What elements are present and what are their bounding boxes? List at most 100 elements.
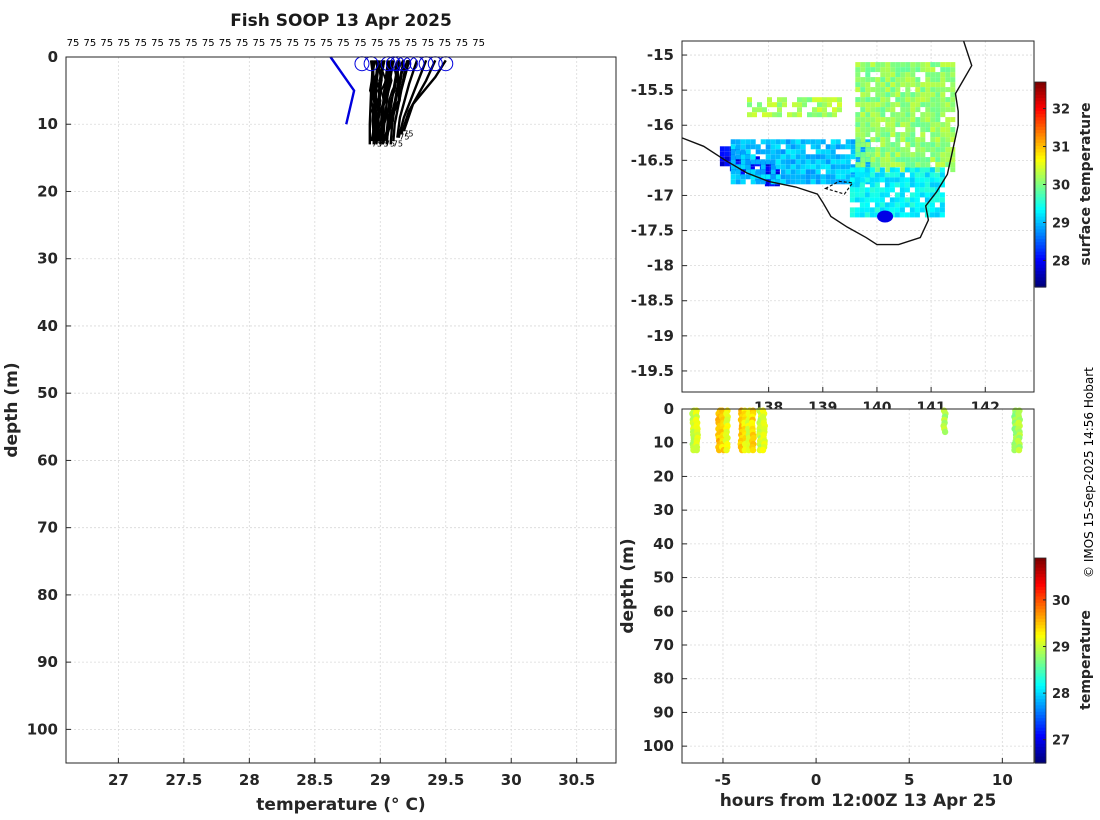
sst-pixel [920, 82, 926, 88]
sst-pixel [840, 179, 846, 185]
sst-pixel [875, 92, 881, 98]
sst-pixel [890, 92, 896, 98]
sst-pixel [919, 207, 925, 213]
sst-pixel [950, 117, 956, 123]
sst-pixel [812, 112, 817, 118]
sst-pixel [890, 102, 896, 108]
sst-pixel [899, 172, 905, 178]
map-colorbar-segment [1035, 155, 1046, 160]
sst-pixel [875, 82, 881, 88]
sst-pixel [914, 177, 920, 183]
sst-pixel [925, 77, 931, 83]
sst-pixel [785, 169, 791, 175]
section-colorbar-segment [1035, 612, 1046, 617]
sst-pixel [915, 62, 921, 68]
sst-pixel [940, 97, 946, 103]
sst-pixel [880, 107, 886, 113]
sst-pixel [810, 144, 816, 150]
sst-pixel [790, 139, 796, 145]
sst-pixel [945, 97, 951, 103]
sst-pixel [889, 197, 895, 203]
sst-pixel [780, 174, 786, 180]
sst-pixel [885, 77, 891, 83]
sst-pixel [772, 112, 777, 118]
sst-pixel [762, 112, 767, 118]
sst-pixel [854, 212, 860, 218]
sst-pixel [915, 152, 921, 158]
sst-pixel [895, 112, 901, 118]
sst-pixel [925, 117, 931, 123]
sst-pixel [750, 179, 756, 185]
sst-pixel [945, 102, 951, 108]
sst-pixel [880, 127, 886, 133]
sst-pixel [830, 154, 836, 160]
sst-pixel [905, 162, 911, 168]
sst-pixel [827, 112, 832, 118]
sst-pixel [840, 174, 846, 180]
sst-pixel [930, 142, 936, 148]
sst-pixel [800, 149, 806, 155]
sst-pixel [785, 154, 791, 160]
section-colorbar-segment [1035, 727, 1046, 732]
sst-pixel [859, 202, 865, 208]
map-y-tick-label: -16 [647, 116, 674, 134]
sst-pixel [900, 152, 906, 158]
sst-pixel [935, 157, 941, 163]
sst-pixel [795, 149, 801, 155]
sst-pixel [835, 139, 841, 145]
section-y-ticks: 0 10 20 30 40 50 60 70 80 90 100 [643, 400, 687, 755]
map-colorbar-segment [1035, 229, 1046, 234]
sst-pixel [945, 107, 951, 113]
sst-pixel [895, 142, 901, 148]
sst-pixel [835, 179, 841, 185]
sst-pixel [734, 161, 740, 167]
sst-pixel [805, 174, 811, 180]
sst-pixel [895, 147, 901, 153]
sst-pixel [900, 102, 906, 108]
sst-pixel [874, 192, 880, 198]
sst-pixel [865, 107, 871, 113]
sst-pixel [775, 139, 781, 145]
sst-pixel [822, 102, 827, 108]
sst-pixel [945, 162, 951, 168]
sst-pixel [820, 154, 826, 160]
map-colorbar-segment [1035, 101, 1046, 106]
sst-pixel [790, 164, 796, 170]
section-y-tick-label: 20 [653, 467, 674, 485]
map-colorbar-segment [1035, 194, 1046, 198]
sst-pixel [740, 139, 746, 145]
sst-pixel [777, 102, 782, 108]
section-colorbar-segment [1035, 564, 1046, 569]
section-colorbar-segment [1035, 686, 1046, 690]
sst-pixel [795, 179, 801, 185]
sst-pixel [865, 112, 871, 118]
sst-pixel [945, 62, 951, 68]
sst-pixel [930, 107, 936, 113]
profile-line [377, 60, 392, 142]
profile-line-highlight [329, 56, 356, 125]
profile-top-label: 75 [388, 38, 401, 49]
sst-pixel [884, 207, 890, 213]
sst-pixel [730, 149, 736, 155]
credit-text: © IMOS 15-Sep-2025 14:56 Hobart [1082, 367, 1096, 578]
section-colorbar-segment [1035, 673, 1046, 678]
sst-pixel [790, 159, 796, 165]
section-x-axis-label: hours from 12:00Z 13 Apr 25 [720, 791, 997, 811]
sst-pixel [930, 157, 936, 163]
sst-pixel [750, 159, 756, 165]
sst-pixel [817, 112, 822, 118]
sst-pixel [919, 187, 925, 193]
sst-pixel [740, 174, 746, 180]
sst-pixel [870, 102, 876, 108]
sst-pixel [934, 207, 940, 213]
sst-pixel [909, 177, 915, 183]
sst-pixel [920, 87, 926, 93]
sst-pixel [855, 162, 861, 168]
sst-pixel [764, 166, 770, 172]
sst-pixel [785, 149, 791, 155]
sst-pixel [910, 97, 916, 103]
sst-pixel [860, 87, 866, 93]
section-colorbar-segment [1035, 734, 1046, 738]
sst-pixel [747, 112, 752, 118]
sst-pixel [945, 72, 951, 78]
